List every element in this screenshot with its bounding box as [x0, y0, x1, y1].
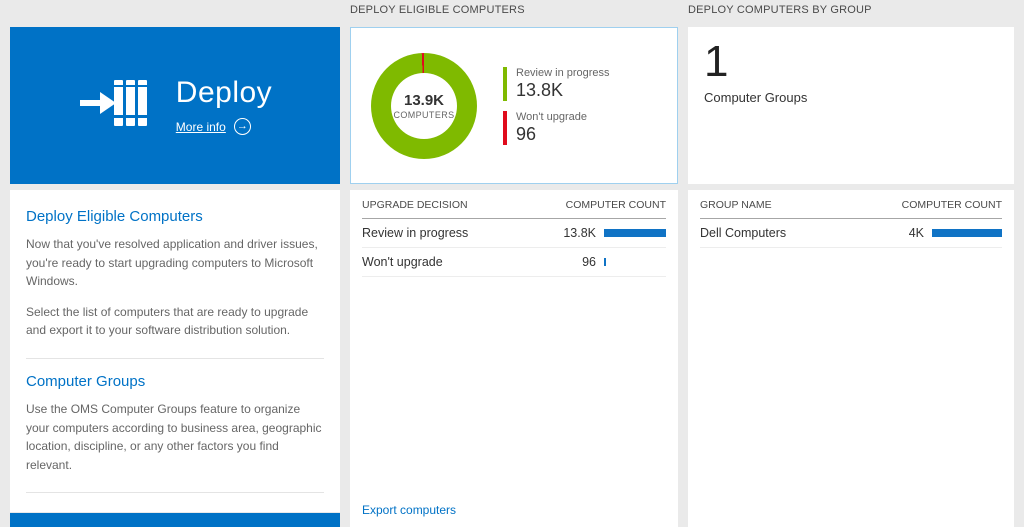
table-row[interactable]: Review in progress 13.8K — [362, 219, 666, 248]
table-row[interactable]: Dell Computers 4K — [700, 219, 1002, 248]
section-paragraph: Select the list of computers that are re… — [26, 304, 309, 338]
legend-value: 13.8K — [516, 79, 564, 100]
more-info: More info → — [176, 118, 272, 135]
row-label: Review in progress — [362, 226, 469, 240]
table-row[interactable]: Won't upgrade 96 — [362, 248, 666, 277]
legend-item-wont-upgrade: Won't upgrade 96 — [503, 110, 610, 145]
legend-label: Won't upgrade — [516, 110, 588, 123]
section-header-eligible-computers: DEPLOY ELIGIBLE COMPUTERS — [350, 4, 525, 16]
row-bar — [932, 229, 1002, 237]
row-bar — [604, 229, 666, 237]
group-count-label: Computer Groups — [704, 89, 808, 105]
legend-item-review-in-progress: Review in progress 13.8K — [503, 66, 610, 101]
row-bar — [604, 258, 666, 266]
group-count-value: 1 — [704, 37, 729, 86]
groups-table-card: GROUP NAME COMPUTER COUNT Dell Computers… — [688, 190, 1014, 527]
legend-value: 96 — [516, 123, 537, 144]
description-panel: Deploy Eligible Computers Now that you'v… — [10, 190, 340, 512]
row-value: 13.8K — [563, 226, 596, 240]
section-paragraph: Use the OMS Computer Groups feature to o… — [26, 401, 322, 472]
row-label: Won't upgrade — [362, 255, 443, 269]
computer-groups-section: Computer Groups Use the OMS Computer Gro… — [26, 359, 324, 494]
more-info-link[interactable]: More info — [175, 119, 226, 134]
donut-chart: 13.9K COMPUTERS — [371, 52, 477, 159]
column-header-upgrade-decision: UPGRADE DECISION — [362, 199, 468, 211]
row-label: Dell Computers — [700, 226, 787, 240]
donut-center-label: COMPUTERS — [393, 109, 455, 120]
legend-color-bar — [503, 66, 507, 101]
deploy-eligible-section: Deploy Eligible Computers Now that you'v… — [26, 194, 324, 359]
donut-center-value: 13.9K — [403, 91, 445, 109]
groups-summary-card[interactable]: 1 Computer Groups — [688, 27, 1014, 184]
legend-color-bar — [503, 110, 507, 145]
legend-label: Review in progress — [516, 66, 610, 79]
deploy-icon — [78, 75, 150, 136]
column-header-group-name: GROUP NAME — [700, 199, 772, 211]
table-header: UPGRADE DECISION COMPUTER COUNT — [362, 190, 666, 219]
left-column: Deploy More info → Deploy Eligible Compu… — [10, 0, 340, 527]
table-header: GROUP NAME COMPUTER COUNT — [700, 190, 1002, 219]
row-value: 4K — [908, 226, 924, 240]
eligible-table-card: UPGRADE DECISION COMPUTER COUNT Review i… — [350, 190, 678, 527]
section-heading: Deploy Eligible Computers — [26, 208, 203, 225]
section-heading: Computer Groups — [26, 372, 146, 390]
more-info-arrow-icon[interactable]: → — [233, 118, 251, 135]
donut-legend: Review in progress 13.8K Won't upgrade 9… — [503, 66, 610, 145]
column-header-computer-count: COMPUTER COUNT — [901, 199, 1002, 211]
row-value: 96 — [582, 255, 596, 269]
tile-text: Deploy More info → — [176, 76, 272, 135]
donut-center: 13.9K COMPUTERS — [371, 53, 477, 159]
column-header-computer-count: COMPUTER COUNT — [565, 199, 666, 211]
deploy-tile[interactable]: Deploy More info → — [10, 27, 340, 184]
section-paragraph: Now that you've resolved application and… — [26, 237, 318, 289]
export-computers-link[interactable]: Export computers — [362, 503, 457, 517]
section-header-computers-by-group: DEPLOY COMPUTERS BY GROUP — [688, 4, 872, 16]
tile-title: Deploy — [175, 76, 273, 109]
left-footer-bar — [10, 513, 340, 527]
eligible-donut-card[interactable]: 13.9K COMPUTERS Review in progress 13.8K… — [350, 27, 678, 184]
